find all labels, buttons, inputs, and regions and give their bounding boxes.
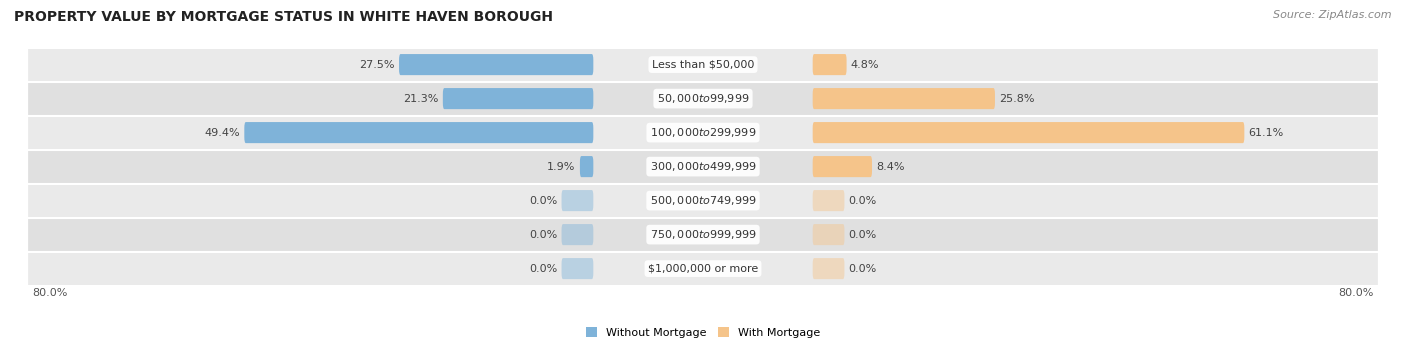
Text: $1,000,000 or more: $1,000,000 or more xyxy=(648,264,758,274)
Text: Source: ZipAtlas.com: Source: ZipAtlas.com xyxy=(1274,10,1392,20)
Text: 80.0%: 80.0% xyxy=(32,288,67,298)
FancyBboxPatch shape xyxy=(28,150,1378,184)
Text: $750,000 to $999,999: $750,000 to $999,999 xyxy=(650,228,756,241)
Text: 80.0%: 80.0% xyxy=(1339,288,1374,298)
Text: 0.0%: 0.0% xyxy=(529,230,557,240)
FancyBboxPatch shape xyxy=(813,190,845,211)
Text: $300,000 to $499,999: $300,000 to $499,999 xyxy=(650,160,756,173)
FancyBboxPatch shape xyxy=(561,258,593,279)
FancyBboxPatch shape xyxy=(813,88,995,109)
FancyBboxPatch shape xyxy=(561,190,593,211)
Text: 0.0%: 0.0% xyxy=(849,230,877,240)
FancyBboxPatch shape xyxy=(813,54,846,75)
FancyBboxPatch shape xyxy=(813,258,845,279)
FancyBboxPatch shape xyxy=(28,184,1378,218)
Text: Less than $50,000: Less than $50,000 xyxy=(652,59,754,70)
Text: 27.5%: 27.5% xyxy=(360,59,395,70)
FancyBboxPatch shape xyxy=(28,48,1378,82)
FancyBboxPatch shape xyxy=(813,224,845,245)
FancyBboxPatch shape xyxy=(28,116,1378,150)
Text: 8.4%: 8.4% xyxy=(876,162,904,172)
FancyBboxPatch shape xyxy=(813,122,1244,143)
FancyBboxPatch shape xyxy=(28,218,1378,252)
Text: 4.8%: 4.8% xyxy=(851,59,879,70)
FancyBboxPatch shape xyxy=(813,156,872,177)
Text: $100,000 to $299,999: $100,000 to $299,999 xyxy=(650,126,756,139)
FancyBboxPatch shape xyxy=(443,88,593,109)
Text: 0.0%: 0.0% xyxy=(529,195,557,206)
Text: 1.9%: 1.9% xyxy=(547,162,575,172)
FancyBboxPatch shape xyxy=(399,54,593,75)
Text: $50,000 to $99,999: $50,000 to $99,999 xyxy=(657,92,749,105)
Text: 21.3%: 21.3% xyxy=(404,94,439,104)
FancyBboxPatch shape xyxy=(579,156,593,177)
Text: 49.4%: 49.4% xyxy=(204,128,240,138)
FancyBboxPatch shape xyxy=(245,122,593,143)
FancyBboxPatch shape xyxy=(28,252,1378,286)
FancyBboxPatch shape xyxy=(561,224,593,245)
Text: 0.0%: 0.0% xyxy=(849,264,877,274)
Legend: Without Mortgage, With Mortgage: Without Mortgage, With Mortgage xyxy=(582,323,824,340)
Text: 61.1%: 61.1% xyxy=(1249,128,1284,138)
Text: 25.8%: 25.8% xyxy=(1000,94,1035,104)
FancyBboxPatch shape xyxy=(28,82,1378,116)
Text: 0.0%: 0.0% xyxy=(529,264,557,274)
Text: PROPERTY VALUE BY MORTGAGE STATUS IN WHITE HAVEN BOROUGH: PROPERTY VALUE BY MORTGAGE STATUS IN WHI… xyxy=(14,10,553,24)
Text: 0.0%: 0.0% xyxy=(849,195,877,206)
Text: $500,000 to $749,999: $500,000 to $749,999 xyxy=(650,194,756,207)
